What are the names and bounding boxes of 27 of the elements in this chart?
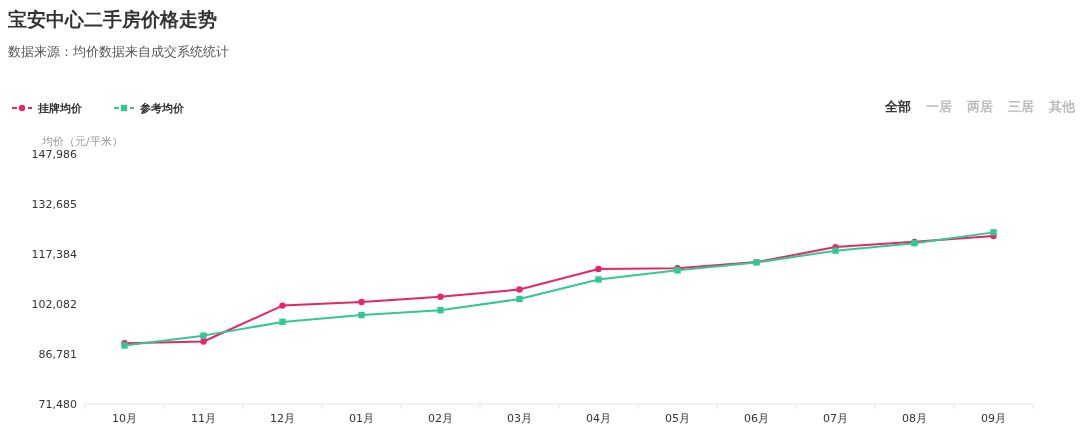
x-tick-label: 05月 — [665, 412, 690, 425]
y-tick-label: 86,781 — [38, 348, 77, 361]
legend-label: 挂牌均价 — [37, 102, 83, 115]
x-tick-label: 06月 — [744, 412, 769, 425]
y-tick-label: 117,384 — [31, 248, 77, 261]
legend-label: 参考均价 — [139, 102, 185, 115]
text: 其他 — [1048, 99, 1076, 114]
x-tick-label: 01月 — [349, 412, 374, 425]
x-tick-label: 12月 — [270, 412, 295, 425]
x-tick-label: 02月 — [428, 412, 453, 425]
text: 两居 — [966, 99, 993, 114]
x-tick-label: 10月 — [112, 412, 137, 425]
chart-subtitle: 数据来源：均价数据来自成交系统统计 — [8, 44, 229, 59]
x-tick-label: 11月 — [191, 412, 216, 425]
y-axis-title: 均价（元/平米） — [41, 135, 123, 148]
x-tick-label: 04月 — [586, 412, 611, 425]
text: 三居 — [1008, 99, 1034, 114]
y-tick-label: 102,082 — [31, 298, 77, 311]
x-tick-label: 03月 — [507, 412, 532, 425]
chart-title: 宝安中心二手房价格走势 — [8, 8, 217, 30]
y-tick-label: 147,986 — [31, 148, 77, 161]
y-tick-label: 132,685 — [31, 198, 77, 211]
x-tick-label: 07月 — [823, 412, 848, 425]
text: 全部 — [884, 99, 911, 114]
x-tick-label: 08月 — [902, 412, 927, 425]
y-tick-label: 71,480 — [38, 398, 77, 411]
x-tick-label: 09月 — [981, 412, 1006, 425]
